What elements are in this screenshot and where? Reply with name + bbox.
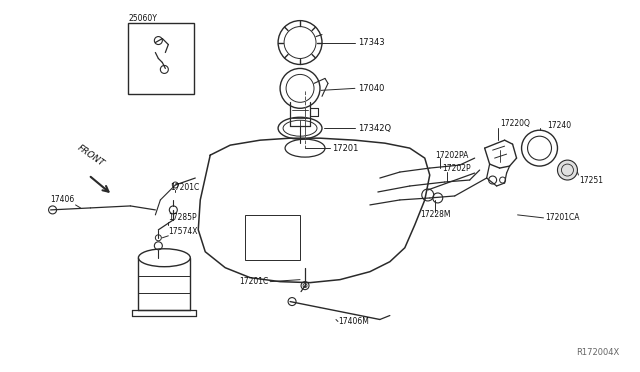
- Text: 17240: 17240: [547, 121, 572, 130]
- Text: 17228M: 17228M: [420, 211, 451, 219]
- Text: 17251: 17251: [579, 176, 604, 185]
- Text: 25060Y: 25060Y: [129, 14, 157, 23]
- Text: FRONT: FRONT: [76, 143, 106, 168]
- Text: 17220Q: 17220Q: [500, 119, 531, 128]
- Text: 17201C: 17201C: [170, 183, 200, 192]
- Text: 17040: 17040: [358, 84, 384, 93]
- Text: 17201: 17201: [332, 144, 358, 153]
- Text: 17342Q: 17342Q: [358, 124, 391, 133]
- Bar: [245, 215, 300, 260]
- Bar: [129, 23, 195, 94]
- Text: 17406M: 17406M: [338, 317, 369, 326]
- Text: 17202PA: 17202PA: [435, 151, 468, 160]
- Circle shape: [557, 160, 577, 180]
- Text: 17285P: 17285P: [168, 214, 197, 222]
- Text: 17574X: 17574X: [168, 227, 198, 236]
- Text: 17201C: 17201C: [239, 277, 268, 286]
- Text: 17201CA: 17201CA: [545, 214, 580, 222]
- Text: R172004X: R172004X: [576, 348, 620, 357]
- Text: 17406: 17406: [51, 195, 75, 205]
- Text: 17202P: 17202P: [442, 164, 470, 173]
- Text: 17343: 17343: [358, 38, 385, 47]
